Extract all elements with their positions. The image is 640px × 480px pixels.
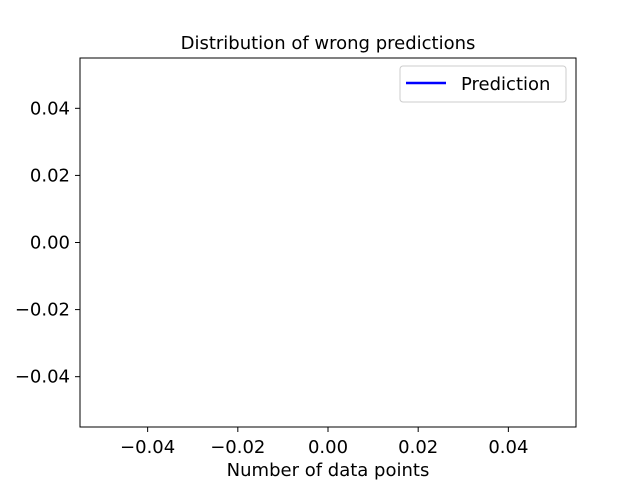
legend-frame [399,65,567,103]
x-tick-label: −0.02 [210,437,265,458]
y-axis-ticks: −0.04 −0.02 0.00 0.02 0.04 [15,98,80,388]
plot-area [79,57,577,428]
chart-title: Distribution of wrong predictions [181,33,476,54]
x-tick-label: −0.04 [120,437,175,458]
y-tick-label: 0.02 [30,165,70,186]
x-tick-label: 0.04 [488,437,528,458]
legend-label-prediction: Prediction [461,74,550,95]
x-axis-ticks: −0.04 −0.02 0.00 0.02 0.04 [120,427,528,458]
x-tick-label: 0.00 [308,437,348,458]
legend: Prediction [399,65,567,103]
y-tick-label: −0.04 [15,367,70,388]
x-axis-label: Number of data points [227,460,430,480]
y-tick-label: 0.00 [30,233,70,254]
y-tick-label: −0.02 [15,300,70,321]
x-tick-label: 0.02 [398,437,438,458]
y-tick-label: 0.04 [30,98,70,119]
